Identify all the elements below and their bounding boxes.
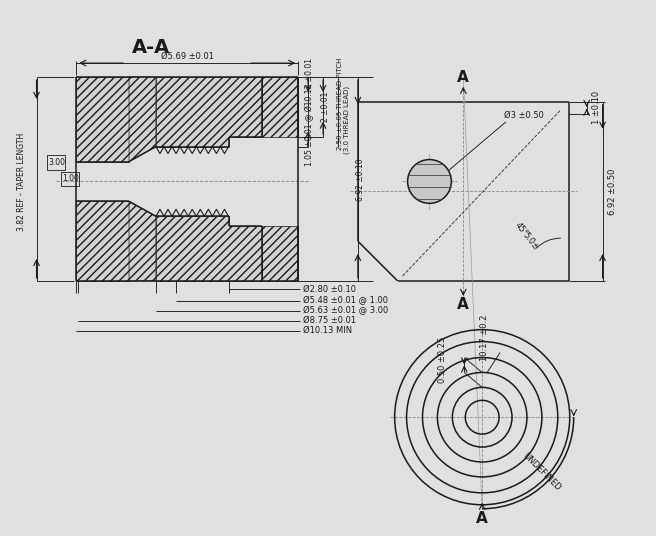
Text: Ø5.48 ±0.01 @ 1.00: Ø5.48 ±0.01 @ 1.00 (303, 296, 388, 306)
Polygon shape (76, 77, 129, 161)
Text: 1 ±0.10: 1 ±0.10 (592, 91, 601, 124)
Text: 10.17 ±0.2: 10.17 ±0.2 (480, 315, 489, 361)
Text: 45°: 45° (513, 221, 529, 238)
Text: A: A (457, 297, 469, 312)
Text: 0.50 ±0.25: 0.50 ±0.25 (438, 337, 447, 383)
Text: 2 ±0.01: 2 ±0.01 (321, 92, 329, 122)
Polygon shape (129, 202, 156, 281)
Text: UNDEFINED: UNDEFINED (521, 451, 563, 493)
Text: 5.0±: 5.0± (522, 230, 541, 252)
Text: Ø5.63 ±0.01 @ 3.00: Ø5.63 ±0.01 @ 3.00 (303, 306, 388, 315)
Text: 3.82 REF - TAPER LENGTH: 3.82 REF - TAPER LENGTH (17, 132, 26, 230)
Text: A: A (457, 71, 469, 85)
Text: (3.0 THREAD LEAD): (3.0 THREAD LEAD) (344, 86, 350, 154)
Polygon shape (129, 77, 156, 161)
Polygon shape (156, 216, 262, 281)
Text: 2.50 ±0.05 THREAD PITCH: 2.50 ±0.05 THREAD PITCH (337, 58, 343, 150)
Polygon shape (156, 77, 262, 147)
Text: A-A: A-A (132, 38, 170, 57)
Text: 3.00: 3.00 (48, 158, 65, 167)
Text: Ø5.69 ±0.01: Ø5.69 ±0.01 (161, 51, 214, 61)
Text: 1.00: 1.00 (62, 174, 79, 183)
Polygon shape (76, 202, 129, 281)
Circle shape (407, 160, 451, 203)
Text: 1.05 ±0.01 @ Ø10.13 ±0.01: 1.05 ±0.01 @ Ø10.13 ±0.01 (306, 58, 315, 166)
Text: 6.92 ±0.10: 6.92 ±0.10 (356, 158, 365, 200)
Text: Ø8.75 ±0.01: Ø8.75 ±0.01 (303, 316, 356, 325)
Polygon shape (262, 77, 298, 137)
Text: Ø10.13 MIN: Ø10.13 MIN (303, 326, 352, 335)
Text: 6.92 ±0.50: 6.92 ±0.50 (608, 168, 617, 214)
Text: Ø3 ±0.50: Ø3 ±0.50 (504, 111, 544, 120)
Polygon shape (262, 226, 298, 281)
Text: Ø2.80 ±0.10: Ø2.80 ±0.10 (303, 285, 356, 293)
Text: A: A (476, 511, 488, 526)
